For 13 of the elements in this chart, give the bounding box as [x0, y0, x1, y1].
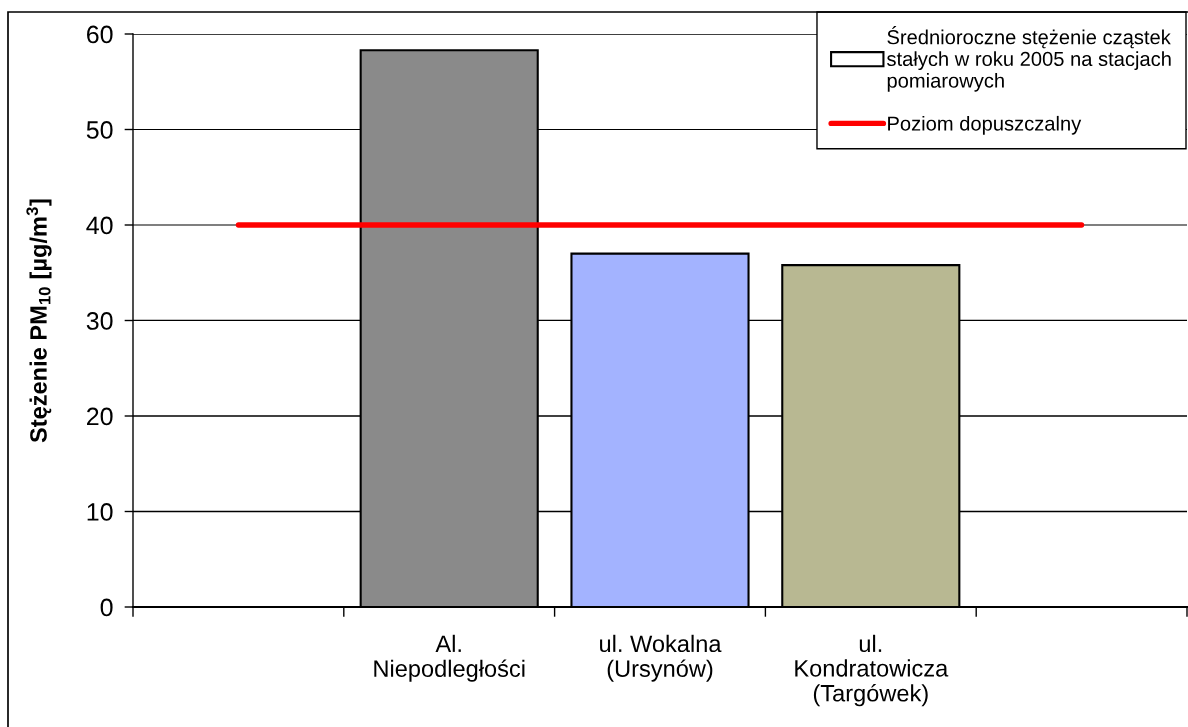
y-axis-title: Stężenie PM$_{10}$ [µg/m$^{3}$]	[26, 199, 52, 443]
legend-label: Średnioroczne stężenie cząstek stałych w roku 2005 na stacjach pomiarowych	[887, 26, 1171, 92]
y-tick-label: 30	[86, 312, 113, 330]
y-tick-label: 20	[87, 407, 113, 426]
x-tick-label: ul. Wokalna (Ursynów)	[600, 634, 722, 682]
y-tick-label: 10	[87, 503, 113, 521]
y-tick-label: 40	[86, 216, 113, 235]
x-tick-label: ul. Kondratowicza (Targówek)	[795, 634, 949, 707]
legend-label: Poziom dopuszczalny	[888, 115, 1082, 135]
x-tick-label: Al. Niepodległości	[374, 634, 525, 682]
y-tick-label: 0	[100, 598, 113, 617]
y-tick-label: 60	[87, 25, 113, 44]
y-tick-label: 50	[86, 121, 113, 139]
